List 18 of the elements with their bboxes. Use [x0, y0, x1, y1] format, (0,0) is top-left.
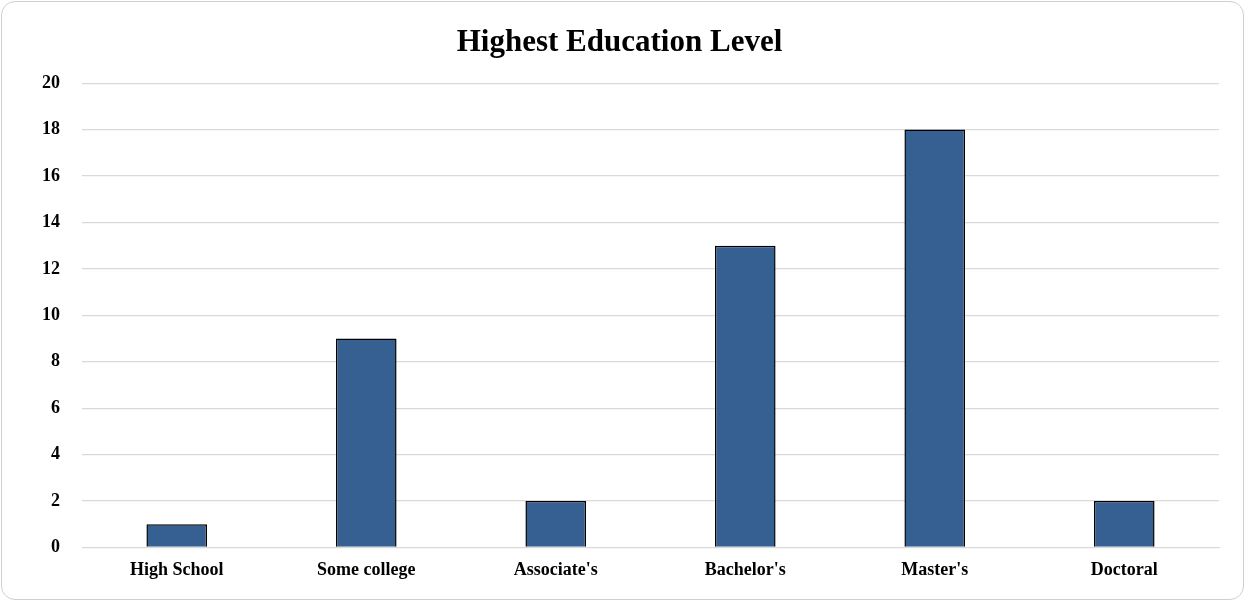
y-tick-label: 10 — [42, 303, 60, 324]
x-tick-label: Associate's — [513, 558, 598, 579]
y-tick-label: 18 — [42, 118, 60, 139]
y-tick-label: 16 — [42, 164, 60, 185]
y-tick-label: 2 — [51, 489, 60, 510]
y-tick-label: 6 — [51, 396, 60, 417]
x-tick-label: Master's — [901, 558, 969, 579]
x-tick-label: Bachelor's — [704, 558, 786, 579]
x-tick-label: Some college — [317, 558, 416, 579]
x-tick-label: High School — [129, 558, 224, 579]
y-tick-label: 12 — [42, 257, 60, 278]
chart-title: Highest Education Level — [456, 22, 783, 58]
y-tick-label: 4 — [51, 443, 60, 464]
y-tick-label: 20 — [42, 71, 60, 92]
y-tick-label: 8 — [51, 350, 60, 371]
y-tick-label: 0 — [51, 536, 60, 557]
x-tick-label: Doctoral — [1090, 558, 1158, 579]
y-tick-label: 14 — [42, 211, 60, 232]
